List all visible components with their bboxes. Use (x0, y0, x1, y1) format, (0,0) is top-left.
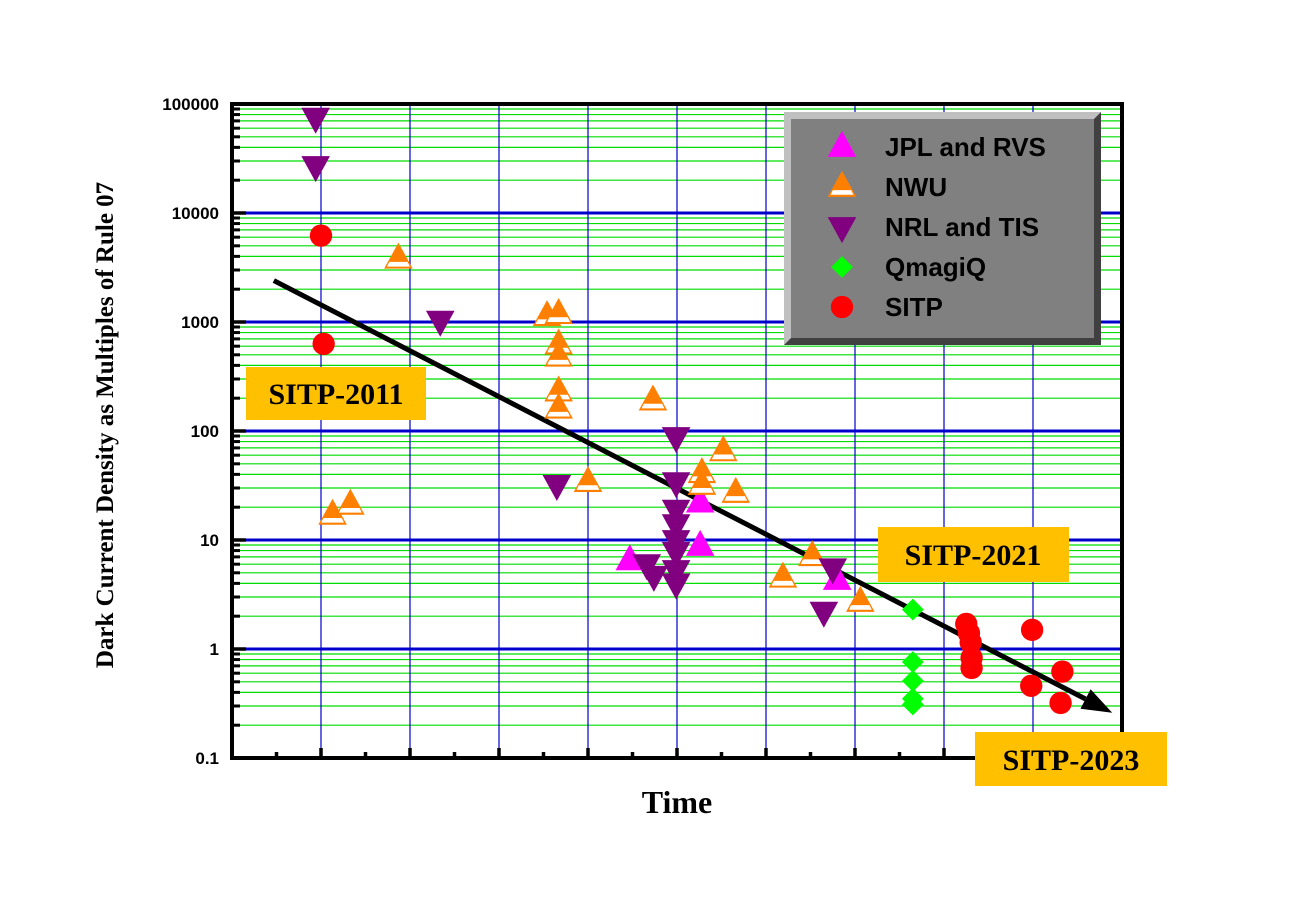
legend-label: QmagiQ (885, 252, 986, 282)
data-point (1051, 660, 1074, 683)
data-point (661, 573, 691, 600)
data-point (685, 486, 715, 513)
axes (230, 102, 1124, 760)
legend-marker (827, 130, 857, 157)
data-point-band (711, 454, 735, 460)
y-tick-label: 10000 (172, 204, 219, 223)
data-point (661, 427, 691, 454)
data-point (312, 332, 335, 356)
data-point-band (547, 317, 571, 322)
data-point-band (321, 518, 345, 523)
series-nrl-and-tis (301, 107, 848, 628)
data-point (901, 651, 924, 673)
data-point-band (547, 359, 571, 365)
y-tick-labels: 0.1 1 10 100 1000 10000 100000 (162, 95, 219, 768)
legend-item: NRL and TIS (827, 212, 1039, 244)
y-axis-title: Dark Current Density as Multiples of Rul… (92, 182, 119, 668)
data-point-band (386, 261, 410, 267)
data-point (901, 669, 924, 692)
data-point-band (576, 485, 600, 490)
legend-items: JPL and RVS NWU NRL and TIS QmagiQ SITP (827, 130, 1046, 322)
legend-marker (830, 295, 854, 319)
data-point-band (771, 580, 795, 586)
data-point (901, 598, 924, 621)
data-point (661, 472, 691, 499)
y-tick-label: 10 (200, 531, 219, 550)
legend-label: NRL and TIS (885, 212, 1039, 242)
data-points (301, 107, 1074, 716)
data-point-band (724, 496, 748, 501)
annotation-sitp-2011: SITP-2011 (246, 367, 426, 420)
data-point (542, 475, 572, 502)
data-point (301, 156, 330, 183)
data-point (661, 514, 691, 541)
series-sitp (309, 224, 1074, 715)
data-point (1020, 674, 1043, 697)
annotation-box (975, 732, 1167, 786)
legend-item: QmagiQ (831, 252, 986, 282)
annotation-box (246, 367, 426, 420)
legend-marker (831, 256, 853, 278)
data-point-band (641, 403, 665, 409)
data-point (822, 563, 852, 590)
legend: JPL and RVS NWU NRL and TIS QmagiQ SITP (784, 112, 1101, 345)
legend-item: JPL and RVS (827, 130, 1046, 162)
y-tick-label: 100 (191, 422, 219, 441)
data-point (1020, 618, 1044, 641)
data-point (960, 656, 983, 680)
y-tick-label: 1000 (181, 313, 219, 332)
series-qmagiq (901, 598, 924, 716)
data-point (685, 529, 715, 556)
x-axis-title: Time (642, 784, 713, 820)
data-point (309, 224, 333, 247)
data-point (301, 107, 330, 134)
legend-item: NWU (827, 170, 947, 202)
annotation-label: SITP-2011 (268, 378, 403, 411)
data-point (661, 499, 691, 526)
plot-frame (230, 102, 1124, 760)
data-point-band (800, 559, 824, 565)
y-tick-label: 1 (210, 640, 219, 659)
legend-marker (827, 217, 857, 244)
data-point (818, 558, 848, 585)
y-tick-label: 0.1 (195, 749, 219, 768)
data-point-band (848, 605, 872, 610)
legend-label: SITP (885, 292, 943, 322)
trend-arrowhead (1080, 689, 1113, 713)
legend-marker-band (830, 190, 854, 195)
annotation-label: SITP-2023 (1003, 744, 1140, 777)
data-point (615, 544, 645, 571)
data-point (425, 310, 455, 337)
annotation-sitp-2021: SITP-2021 (878, 527, 1069, 582)
data-point (901, 693, 924, 716)
y-tick-label: 100000 (162, 95, 219, 114)
annotation-box (878, 527, 1069, 582)
data-point (1049, 691, 1072, 715)
data-point (661, 560, 691, 587)
data-point-band (338, 507, 362, 513)
data-point-band (690, 488, 714, 493)
series-jpl-and-rvs (615, 486, 852, 590)
legend-label: JPL and RVS (885, 132, 1046, 162)
annotation-label: SITP-2021 (905, 539, 1042, 572)
data-point (639, 565, 669, 592)
annotation-sitp-2023: SITP-2023 (975, 732, 1167, 786)
series-nwu (318, 242, 875, 612)
legend-item: SITP (830, 292, 943, 322)
legend-label: NWU (885, 172, 947, 202)
data-point (661, 541, 691, 568)
data-point-band (547, 411, 571, 417)
data-point (809, 601, 839, 628)
